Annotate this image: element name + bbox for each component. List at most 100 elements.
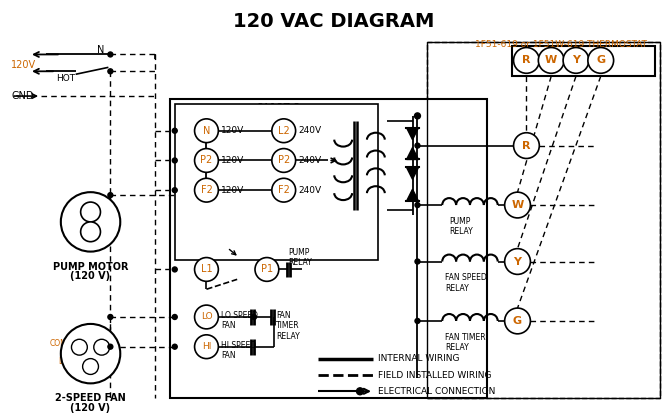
Text: 8A18Z-2: 8A18Z-2 xyxy=(257,103,301,113)
Circle shape xyxy=(172,128,178,133)
Bar xyxy=(427,41,660,398)
Circle shape xyxy=(172,267,178,272)
Polygon shape xyxy=(407,128,419,140)
Text: HI: HI xyxy=(97,359,105,368)
Polygon shape xyxy=(407,189,419,201)
Circle shape xyxy=(108,69,113,74)
Circle shape xyxy=(251,315,257,319)
Circle shape xyxy=(514,47,539,73)
Text: FAN
TIMER
RELAY: FAN TIMER RELAY xyxy=(276,311,299,341)
Text: G: G xyxy=(513,316,522,326)
Text: HI SPEED
FAN: HI SPEED FAN xyxy=(221,341,257,360)
Bar xyxy=(175,104,378,259)
Circle shape xyxy=(172,315,178,319)
Text: F2: F2 xyxy=(278,185,289,195)
Text: LO SPEED
FAN: LO SPEED FAN xyxy=(221,311,259,331)
Text: 120 VAC DIAGRAM: 120 VAC DIAGRAM xyxy=(232,12,434,31)
Bar xyxy=(512,46,655,76)
Circle shape xyxy=(255,258,279,281)
Circle shape xyxy=(272,178,295,202)
Text: 240V: 240V xyxy=(299,126,322,135)
Text: W: W xyxy=(511,200,524,210)
Circle shape xyxy=(82,359,98,375)
Text: 2-SPEED FAN: 2-SPEED FAN xyxy=(55,393,126,403)
Text: L2: L2 xyxy=(278,126,289,136)
Circle shape xyxy=(588,47,614,73)
Circle shape xyxy=(415,113,421,119)
Text: PUMP MOTOR: PUMP MOTOR xyxy=(53,261,128,272)
Circle shape xyxy=(72,339,87,355)
Text: LO: LO xyxy=(200,313,212,321)
Circle shape xyxy=(272,119,295,142)
Text: (120 V): (120 V) xyxy=(70,272,111,282)
Text: 1F51-619 or 1F51W-619 THERMOSTAT: 1F51-619 or 1F51W-619 THERMOSTAT xyxy=(475,40,647,49)
Text: INTERNAL WIRING: INTERNAL WIRING xyxy=(378,354,460,363)
Circle shape xyxy=(172,158,178,163)
Text: N: N xyxy=(97,44,105,54)
Circle shape xyxy=(415,202,420,207)
Circle shape xyxy=(194,119,218,142)
Circle shape xyxy=(415,318,420,323)
Text: 240V: 240V xyxy=(299,156,322,165)
Bar xyxy=(170,99,487,398)
Text: Y: Y xyxy=(513,256,521,266)
Polygon shape xyxy=(407,168,419,179)
Circle shape xyxy=(538,47,564,73)
Circle shape xyxy=(108,315,113,319)
Text: W: W xyxy=(545,55,557,65)
Text: FIELD INSTALLED WIRING: FIELD INSTALLED WIRING xyxy=(378,371,491,380)
Circle shape xyxy=(61,324,121,383)
Polygon shape xyxy=(407,147,419,160)
Text: P2: P2 xyxy=(277,155,290,166)
Text: 120V: 120V xyxy=(221,186,245,195)
Text: R: R xyxy=(522,141,531,150)
Text: 240V: 240V xyxy=(299,186,322,195)
Circle shape xyxy=(514,133,539,158)
Text: F2: F2 xyxy=(200,185,212,195)
Text: FAN SPEED
RELAY: FAN SPEED RELAY xyxy=(445,274,487,293)
Circle shape xyxy=(194,335,218,359)
Text: P2: P2 xyxy=(200,155,212,166)
Text: 120V: 120V xyxy=(221,126,245,135)
Text: FAN TIMER
RELAY: FAN TIMER RELAY xyxy=(445,333,486,352)
Bar xyxy=(427,41,660,398)
Text: P1: P1 xyxy=(261,264,273,274)
Text: HI: HI xyxy=(202,342,211,351)
Circle shape xyxy=(194,149,218,172)
Text: LO: LO xyxy=(58,357,68,366)
Circle shape xyxy=(172,344,178,349)
Circle shape xyxy=(194,178,218,202)
Circle shape xyxy=(505,308,531,334)
Circle shape xyxy=(194,258,218,281)
Text: R: R xyxy=(522,55,531,65)
Circle shape xyxy=(505,192,531,218)
Circle shape xyxy=(80,202,100,222)
Text: Y: Y xyxy=(572,55,580,65)
Circle shape xyxy=(61,192,121,251)
Text: N: N xyxy=(203,126,210,136)
Circle shape xyxy=(194,305,218,329)
Text: 120V: 120V xyxy=(221,156,245,165)
Text: (120 V): (120 V) xyxy=(70,403,111,413)
Circle shape xyxy=(356,388,364,395)
Circle shape xyxy=(563,47,589,73)
Text: HOT: HOT xyxy=(56,74,75,83)
Text: G: G xyxy=(596,55,605,65)
Text: ELECTRICAL CONNECTION: ELECTRICAL CONNECTION xyxy=(378,387,495,396)
Circle shape xyxy=(172,188,178,193)
Text: PUMP
RELAY: PUMP RELAY xyxy=(449,217,473,236)
Text: GND: GND xyxy=(11,91,34,101)
Circle shape xyxy=(272,149,295,172)
Circle shape xyxy=(108,344,113,349)
Circle shape xyxy=(415,143,420,148)
Circle shape xyxy=(80,222,100,242)
Circle shape xyxy=(415,259,420,264)
Circle shape xyxy=(108,193,113,198)
Text: 120V: 120V xyxy=(11,60,36,70)
Circle shape xyxy=(94,339,110,355)
Circle shape xyxy=(505,248,531,274)
Text: COM: COM xyxy=(50,339,68,348)
Text: PUMP
RELAY: PUMP RELAY xyxy=(289,248,312,267)
Circle shape xyxy=(108,52,113,57)
Text: L1: L1 xyxy=(200,264,212,274)
